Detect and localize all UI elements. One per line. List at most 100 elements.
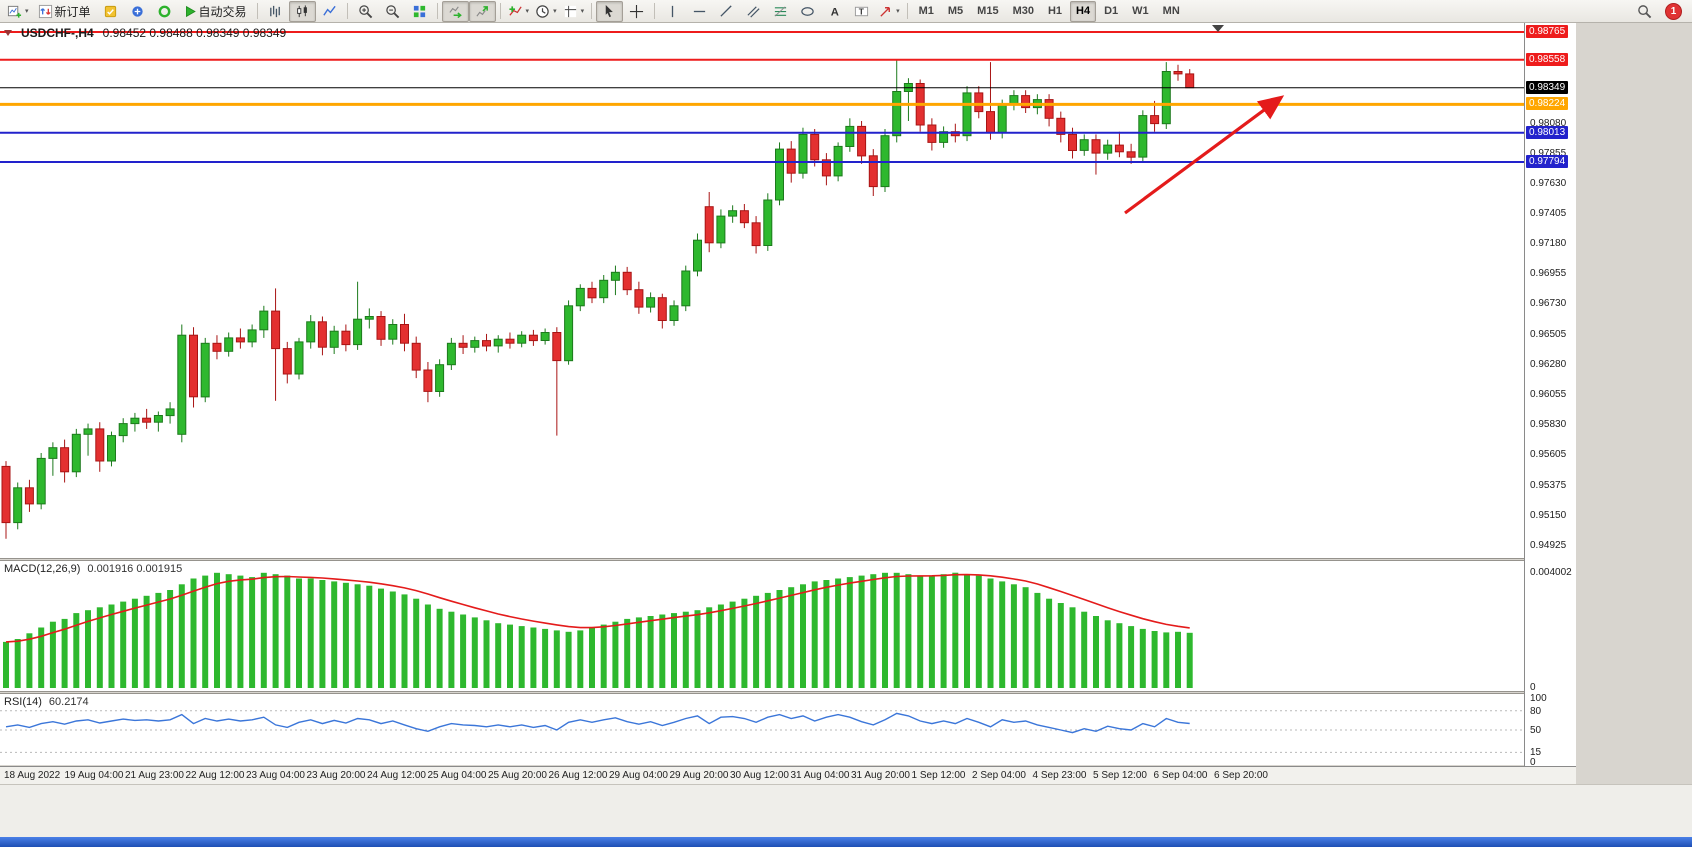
notifications-badge[interactable]: 1 — [1665, 2, 1682, 20]
rsi-axis-label: 80 — [1530, 705, 1542, 717]
price-tick: 0.97180 — [1530, 238, 1567, 250]
toolbar-separator — [654, 3, 656, 19]
dropdown-caret-icon: ▾ — [553, 8, 557, 15]
horizontal-line-button[interactable] — [686, 1, 713, 22]
zoom-in-button[interactable] — [352, 1, 379, 22]
fibonacci-button[interactable] — [767, 1, 794, 22]
channel-button[interactable] — [740, 1, 767, 22]
notification-count: 1 — [1670, 5, 1677, 17]
dropdown-caret-icon: ▾ — [25, 8, 29, 15]
line-chart-mode-button[interactable] — [316, 1, 343, 22]
time-axis-label: 31 Aug 20:00 — [851, 770, 910, 781]
market-button[interactable] — [124, 1, 151, 22]
chart-shift-marker[interactable] — [1212, 25, 1224, 32]
timeframe-h1[interactable]: H1 — [1047, 5, 1063, 17]
metaeditor-icon — [104, 5, 116, 17]
rsi-axis-label: 50 — [1530, 725, 1542, 736]
timeframe-mn[interactable]: MN — [1162, 5, 1180, 17]
new-order-label: 新订单 — [54, 4, 91, 19]
macd-name: MACD(12,26,9) — [4, 563, 81, 575]
price-tick: 0.97630 — [1530, 177, 1567, 189]
price-chart-canvas[interactable] — [0, 23, 1524, 558]
macd-canvas[interactable] — [0, 561, 1524, 691]
periods-button[interactable]: ▾ — [532, 1, 560, 22]
level-price-label: 0.98013 — [1526, 125, 1569, 139]
time-axis-label: 18 Aug 2022 — [4, 770, 61, 781]
price-tick: 0.96505 — [1530, 328, 1567, 340]
macd-label: MACD(12,26,9) 0.001916 0.001915 — [4, 563, 182, 575]
text-icon: A — [831, 6, 839, 18]
time-axis-label: 6 Sep 20:00 — [1214, 770, 1268, 781]
crosshair-button[interactable] — [623, 1, 650, 22]
time-axis-label: 5 Sep 12:00 — [1093, 770, 1147, 781]
svg-text:T: T — [859, 6, 865, 16]
price-chart-panel[interactable]: USDCHF-,H4 0.98452 0.98488 0.98349 0.983… — [0, 23, 1524, 558]
rsi-canvas[interactable] — [0, 694, 1524, 765]
time-axis-label: 23 Aug 04:00 — [246, 770, 305, 781]
panel-splitter[interactable] — [0, 691, 1576, 694]
cursor-button[interactable] — [596, 0, 624, 22]
autotrading-label: 自动交易 — [198, 4, 247, 19]
new-chart-button[interactable]: ▾ — [4, 1, 32, 22]
chart-title: USDCHF-,H4 0.98452 0.98488 0.98349 0.983… — [4, 26, 286, 40]
time-axis[interactable]: 18 Aug 2022 19 Aug 04:00 21 Aug 23:00 22 Au… — [0, 766, 1576, 784]
cursor-icon — [605, 4, 613, 17]
text-button[interactable]: A — [821, 1, 848, 22]
panel-splitter[interactable] — [0, 558, 1576, 561]
price-tick: 0.95605 — [1530, 449, 1567, 461]
timeframe-w1[interactable]: W1 — [1132, 5, 1149, 17]
templates-button[interactable]: ▾ — [560, 1, 588, 22]
zoom-out-button[interactable] — [379, 1, 406, 22]
toolbar-separator — [436, 3, 438, 19]
taskbar-strip — [0, 837, 1692, 847]
metaeditor-button[interactable] — [97, 1, 124, 22]
zoom-in-icon — [358, 4, 372, 18]
price-axis[interactable]: 0.98080 0.97855 0.97630 0.97405 0.97180 0.969… — [1524, 23, 1576, 768]
indicators-button[interactable]: ▾ — [505, 1, 533, 22]
shapes-button[interactable] — [794, 1, 821, 22]
text-label-button[interactable]: T — [848, 1, 875, 22]
trend-arrow-annotation[interactable] — [1124, 95, 1285, 215]
template-icon — [564, 5, 576, 17]
time-axis-label: 1 Sep 12:00 — [911, 770, 966, 781]
clock-icon — [536, 4, 549, 18]
subwindow-marker-icon — [4, 30, 12, 36]
autotrading-button[interactable]: 自动交易 — [178, 1, 253, 22]
horizontal-line-icon — [693, 10, 706, 12]
timeframe-m1[interactable]: M1 — [918, 5, 934, 17]
level-price-label: 0.98558 — [1526, 52, 1569, 66]
bar-chart-mode-button[interactable] — [262, 1, 289, 22]
time-axis-label: 26 Aug 12:00 — [548, 770, 608, 781]
time-axis-label: 23 Aug 20:00 — [306, 770, 366, 781]
chart-shift-button[interactable] — [468, 0, 496, 22]
window-background — [1576, 23, 1692, 784]
timeframe-h4[interactable]: H4 — [1070, 0, 1097, 22]
community-button[interactable] — [151, 1, 178, 22]
trendline-button[interactable] — [713, 1, 740, 22]
macd-axis-label: 0 — [1530, 682, 1536, 693]
rsi-line — [5, 712, 1190, 734]
candles-layer — [1, 59, 1195, 539]
new-order-button[interactable]: 新订单 — [32, 1, 97, 22]
macd-values: 0.001916 0.001915 — [87, 563, 183, 575]
time-axis-label: 29 Aug 04:00 — [609, 770, 668, 781]
timeframe-m5[interactable]: M5 — [947, 5, 964, 17]
channel-icon — [747, 5, 760, 18]
timeframe-m30[interactable]: M30 — [1012, 5, 1034, 17]
rsi-panel[interactable]: RSI(14) 60.2174 — [0, 694, 1524, 765]
vertical-line-button[interactable] — [659, 1, 686, 22]
rsi-axis-label: 100 — [1530, 693, 1547, 704]
time-axis-label: 30 Aug 12:00 — [730, 770, 789, 781]
timeframe-d1[interactable]: D1 — [1104, 5, 1119, 17]
timeframe-m15[interactable]: M15 — [977, 5, 999, 17]
arrows-tool-button[interactable]: ▾ — [875, 1, 903, 22]
tile-windows-button[interactable] — [406, 1, 433, 22]
price-tick: 0.97855 — [1530, 147, 1567, 159]
time-axis-label: 21 Aug 23:00 — [125, 770, 184, 781]
level-lines-layer[interactable] — [0, 31, 1524, 163]
auto-scroll-button[interactable] — [441, 0, 469, 22]
macd-panel[interactable]: MACD(12,26,9) 0.001916 0.001915 — [0, 561, 1524, 691]
candlestick-mode-button[interactable] — [288, 0, 316, 22]
time-axis-label: 19 Aug 04:00 — [64, 770, 124, 781]
search-button[interactable] — [1631, 1, 1658, 22]
